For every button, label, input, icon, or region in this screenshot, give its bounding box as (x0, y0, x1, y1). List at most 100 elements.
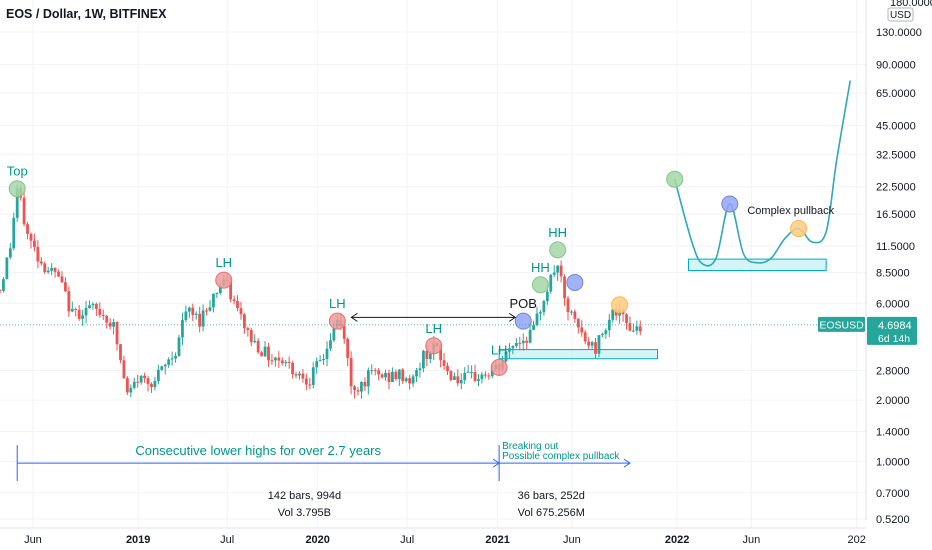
axis-top-value: 180.0000 (890, 0, 932, 9)
time-axis[interactable]: Jun 2019 Jul 2020 Jul 2021 Jun 2022 Jun 202 (0, 527, 866, 546)
candle-body (356, 390, 360, 392)
candle-body (0, 289, 2, 291)
candle-body (263, 346, 267, 357)
candle-body (167, 359, 171, 365)
candle-body (112, 322, 115, 327)
volume-stat: Vol 3.795B (278, 507, 331, 519)
pivot-marker (8, 180, 26, 198)
candle-body (129, 387, 133, 393)
candle-body (253, 340, 257, 343)
arrow-head-left (350, 312, 358, 322)
annotation-label: LH (215, 255, 232, 270)
candle-body (466, 372, 470, 374)
annotation-label: LH (329, 296, 346, 311)
candle-body (150, 383, 153, 387)
candle-body (98, 308, 102, 315)
candle-body (373, 370, 377, 372)
candle-body (2, 279, 5, 291)
chart-title: EOS / Dollar, 1W, BITFINEX (6, 7, 167, 21)
candle-body (449, 371, 453, 380)
candle-body (91, 303, 95, 306)
candle-body (243, 314, 246, 329)
candle-body (53, 267, 57, 272)
price-axis[interactable]: 130.0000 90.0000 65.0000 45.0000 32.5000 22.5… (865, 0, 932, 526)
y-tick-label: 2.8000 (876, 366, 910, 378)
candle-body (205, 310, 208, 312)
projection-marker (721, 195, 739, 213)
candle-body (105, 315, 109, 323)
x-tick-label: 2022 (665, 534, 689, 546)
candle-body (532, 325, 535, 330)
annotation-label: POB (510, 296, 537, 311)
candle-body (394, 371, 398, 379)
currency-badge[interactable]: USD (890, 10, 911, 21)
candle-body (635, 326, 639, 331)
annotation-label: HH (548, 225, 567, 240)
projection-marker (790, 220, 808, 238)
candle-body (566, 298, 570, 313)
annotation-label: HH (531, 260, 550, 275)
measure-label: Breaking out (502, 441, 558, 452)
candle-body (33, 240, 36, 248)
candle-body (156, 369, 160, 382)
candle-body (284, 361, 288, 364)
candle-body (308, 384, 312, 386)
candle-body (508, 348, 511, 352)
candle-body (452, 376, 456, 380)
candle-body (380, 374, 384, 378)
candle-body (625, 314, 628, 324)
y-tick-label: 22.5000 (876, 182, 916, 194)
candle-body (50, 267, 54, 271)
candle-body (84, 308, 88, 316)
pivot-marker (425, 337, 443, 355)
candle-body (177, 337, 181, 356)
x-tick-label: Jun (563, 534, 581, 546)
projection-marker (566, 273, 584, 291)
candle-body (304, 378, 308, 385)
candle-body (187, 307, 191, 312)
candle-body (490, 369, 494, 377)
candle-body (201, 310, 205, 327)
candle-body (387, 372, 391, 382)
y-tick-label: 32.5000 (876, 149, 916, 161)
x-tick-label: Jul (400, 534, 414, 546)
candle-body (601, 333, 604, 336)
candle-body (542, 301, 546, 313)
price-tag-symbol: EOSUSD (819, 319, 864, 331)
candle-body (556, 265, 560, 273)
candle-body (422, 350, 425, 369)
x-tick-label: 202 (847, 534, 865, 546)
candle-body (194, 313, 198, 315)
volume-stat: Vol 675.256M (518, 507, 585, 519)
measure-arrow-head (623, 458, 631, 468)
candle-body (57, 271, 60, 277)
price-tag-countdown: 6d 14h (878, 333, 910, 345)
candle-body (46, 270, 50, 273)
currency-badge-frame[interactable] (887, 7, 914, 22)
candle-body (136, 381, 140, 383)
candle-body (26, 224, 29, 234)
candle-body (539, 312, 542, 314)
candle-body (463, 372, 467, 381)
candle-body (270, 360, 274, 362)
candle-body (277, 357, 281, 361)
candle-body (570, 311, 573, 313)
candle-body (15, 188, 19, 218)
candle-body (291, 362, 295, 375)
y-tick-label: 11.5000 (876, 241, 915, 253)
candle-body (249, 330, 253, 343)
projection-marker (666, 170, 684, 188)
candle-body (74, 308, 78, 310)
candle-body (191, 307, 195, 315)
candle-body (115, 322, 119, 345)
candle-body (552, 272, 556, 275)
annotation-label: LH (491, 342, 508, 357)
candle-body (36, 247, 40, 262)
candle-body (298, 373, 301, 376)
candle-body (559, 265, 563, 277)
price-tag: EOSUSD 4.6984 6d 14h (0, 316, 917, 345)
candle-body (360, 381, 363, 392)
candle-body (139, 375, 143, 383)
candle-body (60, 276, 64, 283)
